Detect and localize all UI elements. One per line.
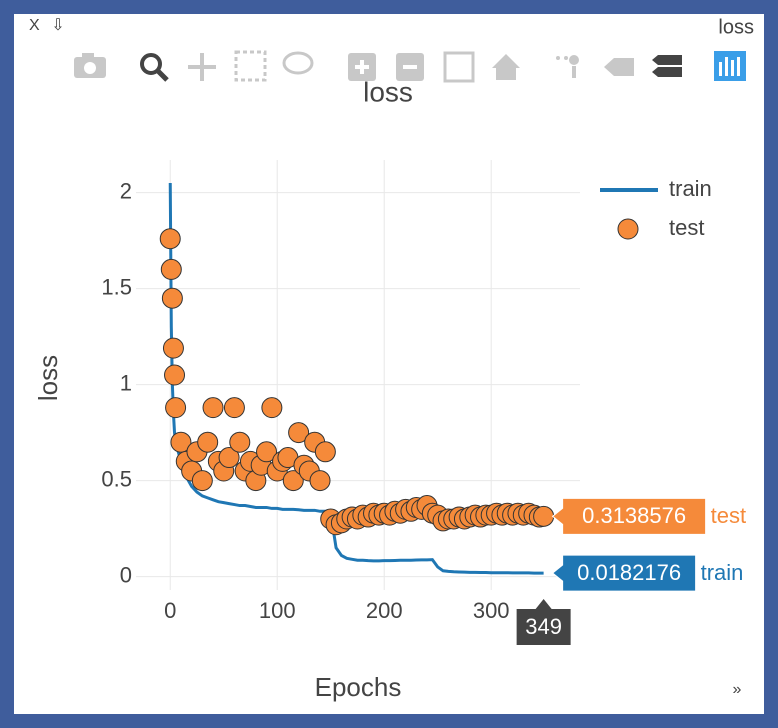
marker: [223, 397, 245, 419]
reset-icon[interactable]: [492, 54, 520, 80]
plot-area: [159, 183, 555, 575]
marker: [314, 441, 336, 463]
hover-value: 0.0182176: [577, 560, 681, 585]
marker: [261, 397, 283, 419]
zoom-icon[interactable]: [140, 53, 169, 82]
close-button[interactable]: X: [29, 17, 40, 34]
marker: [218, 447, 240, 469]
plotly-logo[interactable]: [714, 51, 746, 81]
x-tick-label: 100: [259, 598, 296, 623]
lasso-icon[interactable]: [282, 51, 314, 75]
modebar: [74, 50, 746, 83]
legend-marker: [617, 218, 639, 240]
y-tick-label: 0.5: [101, 466, 132, 491]
spike-icon[interactable]: [556, 55, 579, 78]
y-tick-label: 1: [120, 370, 132, 395]
x-tick-label: 200: [366, 598, 403, 623]
y-axis-title: loss: [33, 355, 63, 401]
marker: [165, 397, 187, 419]
marker: [282, 470, 304, 492]
download-button[interactable]: ⇩: [51, 17, 64, 34]
window-title: loss: [718, 16, 754, 38]
hover-name: test: [711, 503, 746, 528]
hover-box: [551, 497, 707, 535]
marker: [162, 337, 184, 359]
zoom-in-icon[interactable]: [348, 53, 376, 81]
marker: [164, 364, 186, 386]
y-tick-label: 1.5: [101, 274, 132, 299]
y-tick-label: 0: [120, 562, 132, 587]
marker: [161, 287, 183, 309]
camera-icon[interactable]: [74, 53, 106, 78]
hover-labels: 0.0182176 train 0.3138576 test 349: [516, 497, 746, 645]
x-axis-title: Epochs: [315, 672, 402, 702]
hover-closest-icon[interactable]: [604, 58, 634, 76]
hover-compare-icon[interactable]: [652, 55, 682, 77]
select-icon[interactable]: [234, 50, 267, 82]
marker: [202, 397, 224, 419]
zoom-out-icon[interactable]: [396, 53, 424, 81]
marker: [309, 470, 331, 492]
chart-title: loss: [363, 76, 413, 107]
hover-x-value: 349: [525, 614, 562, 639]
autoscale-icon[interactable]: [443, 51, 475, 83]
marker: [229, 431, 251, 453]
x-tick-label: 300: [473, 598, 510, 623]
line: [168, 183, 544, 575]
marker: [160, 258, 182, 280]
hover-box: [551, 554, 697, 592]
marker: [256, 441, 278, 463]
legend-label: test: [669, 215, 704, 240]
expand-button[interactable]: »: [733, 681, 742, 698]
pan-icon[interactable]: [188, 53, 216, 81]
hover-name: train: [701, 560, 744, 585]
marker: [533, 505, 555, 527]
marker: [191, 470, 213, 492]
marker: [159, 228, 181, 250]
legend: train test: [600, 176, 712, 240]
marker: [170, 431, 192, 453]
panel: [14, 14, 764, 714]
hover-value: 0.3138576: [582, 503, 686, 528]
hover-x-box: [516, 599, 571, 645]
x-tick-label: 0: [164, 598, 176, 623]
y-tick-label: 2: [120, 178, 132, 203]
marker: [197, 431, 219, 453]
legend-label: train: [669, 176, 712, 201]
marker: [288, 422, 310, 444]
